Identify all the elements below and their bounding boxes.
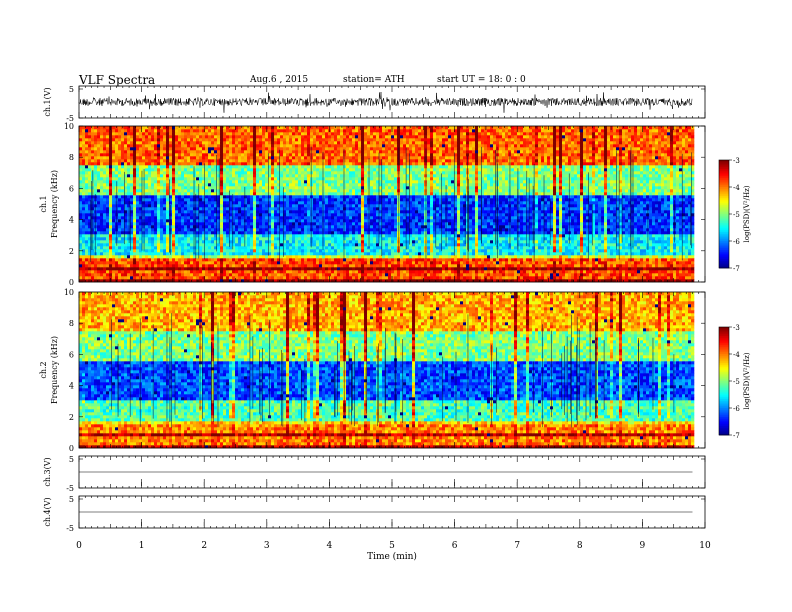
date-label: Aug.6 , 2015: [250, 75, 308, 85]
x-axis-label: Time (min): [367, 551, 417, 562]
ch2-spectrogram-tick-2: 2: [69, 413, 74, 422]
ch1-waveform-xticks: [78, 86, 706, 118]
ch1-waveform-tick--5: -5: [66, 114, 74, 123]
ch1-colorbar-tick: -4: [733, 184, 740, 192]
x-tick-3: 3: [264, 541, 270, 551]
ch3-waveform-tick--5: -5: [66, 484, 74, 493]
x-tick-10: 10: [699, 541, 711, 551]
ch2-colorbar-tick: -7: [733, 432, 740, 440]
x-tick-2: 2: [201, 541, 207, 551]
ch4-waveform-xticks: [78, 496, 706, 528]
x-tick-0: 0: [76, 541, 82, 551]
ch1-spectrogram-ylabel-channel: ch.1: [39, 195, 48, 212]
ch2-spectrogram-xticks: [78, 292, 706, 448]
x-tick-4: 4: [327, 541, 333, 551]
x-tick-8: 8: [577, 541, 583, 551]
ch4-waveform-tick--5: -5: [66, 524, 74, 533]
ch1-colorbar-tick: -5: [733, 211, 740, 219]
ch2-spectrogram-ylabel-freq: Frequency (kHz): [50, 336, 59, 404]
ch2-colorbar-tick: -3: [733, 324, 740, 332]
x-tick-7: 7: [514, 541, 520, 551]
ch2-spectrogram-ylabel-channel: ch.2: [39, 361, 48, 378]
ch2-colorbar-tick: -4: [733, 351, 740, 359]
ch1-spectrogram-ylabel-freq: Frequency (kHz): [50, 170, 59, 238]
ch3-waveform-xticks: [78, 456, 706, 488]
x-tick-6: 6: [452, 541, 458, 551]
ch1-colorbar-tick: -6: [733, 238, 740, 246]
ch2-spectrogram-tick-4: 4: [69, 382, 74, 391]
ch2-colorbar: [719, 327, 729, 436]
ch2-spectrogram: [79, 292, 695, 449]
ch1-colorbar-tick: -7: [733, 265, 740, 273]
ch1-colorbar-label: log(PSD)(V²/Hz): [743, 185, 751, 242]
ch1-colorbar: [719, 160, 729, 269]
x-tick-5: 5: [389, 541, 395, 551]
ch2-spectrogram-tick-10: 10: [64, 288, 74, 297]
figure-title: VLF Spectra: [79, 73, 155, 87]
ch1-spectrogram-tick-10: 10: [64, 122, 74, 131]
ch2-colorbar-tick: -6: [733, 405, 740, 413]
ch1-spectrogram-tick-0: 0: [69, 278, 74, 287]
ch2-spectrogram-tick-0: 0: [69, 444, 74, 453]
ch1-colorbar-tick: -3: [733, 157, 740, 165]
ch4-waveform-tick-5: 5: [69, 495, 74, 504]
x-tick-9: 9: [640, 541, 646, 551]
ch1-waveform-tick-5: 5: [69, 85, 74, 94]
ch1-spectrogram-xticks: [78, 126, 706, 282]
ch2-spectrogram-tick-8: 8: [69, 319, 74, 328]
ch1-spectrogram: [79, 126, 695, 283]
ch1-spectrogram-tick-8: 8: [69, 153, 74, 162]
ch2-spectrogram-tick-6: 6: [69, 350, 74, 359]
ch1-waveform-line: [78, 91, 693, 113]
ch3-waveform-ylabel: ch.3(V): [43, 457, 52, 486]
ch2-colorbar-tick: -5: [733, 378, 740, 386]
ch1-spectrogram-tick-4: 4: [69, 216, 74, 225]
ch1-waveform-ylabel: ch.1(V): [43, 87, 52, 116]
station-label: station= ATH: [343, 75, 405, 85]
ch3-waveform-tick-5: 5: [69, 455, 74, 464]
ch2-colorbar-label: log(PSD)(V²/Hz): [743, 352, 751, 409]
ch1-spectrogram-tick-2: 2: [69, 247, 74, 256]
start-time-label: start UT = 18: 0 : 0: [437, 75, 526, 85]
ch1-spectrogram-tick-6: 6: [69, 184, 74, 193]
x-tick-1: 1: [139, 541, 145, 551]
ch4-waveform-ylabel: ch.4(V): [43, 497, 52, 526]
